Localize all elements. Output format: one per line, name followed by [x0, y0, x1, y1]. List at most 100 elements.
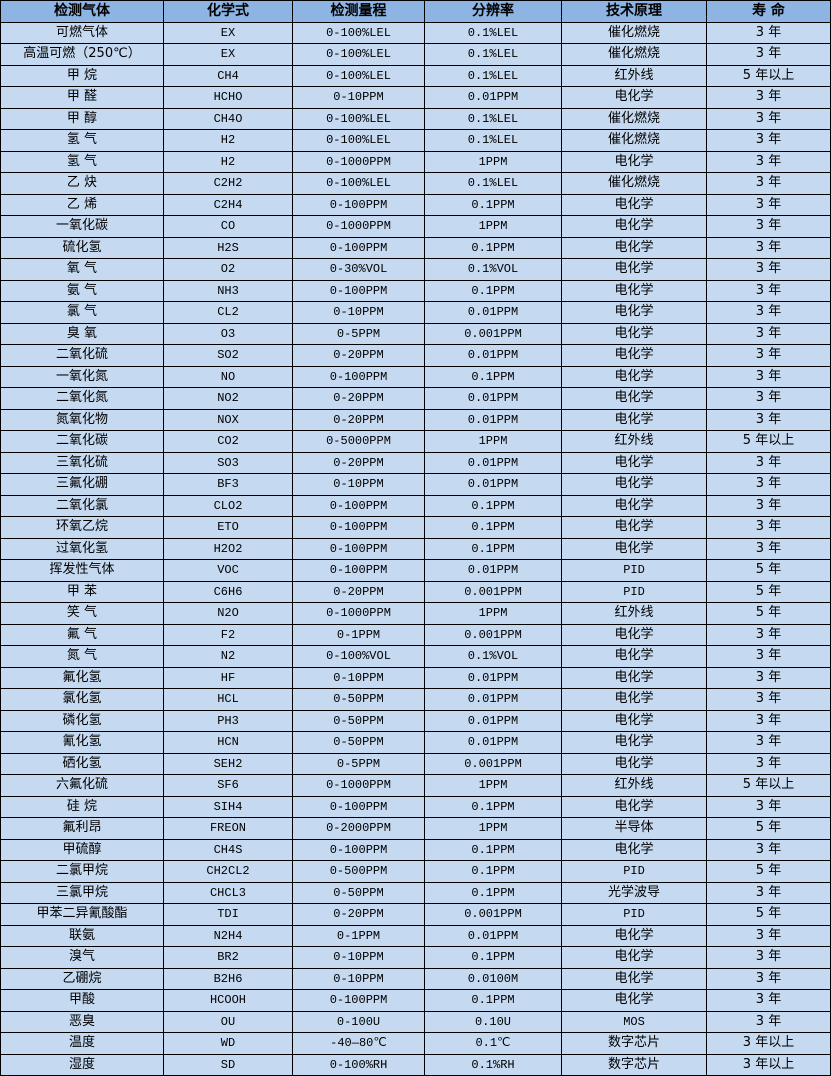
header-formula: 化学式: [163, 0, 293, 23]
lifetime-cell: 3 年以上: [706, 1032, 831, 1055]
resolution-cell: 0.01PPM: [424, 451, 562, 474]
range-cell: 0-100%LEL: [292, 107, 425, 130]
resolution-cell: 0.1PPM: [424, 795, 562, 818]
gas-cell: 高温可燃（250℃）: [0, 43, 164, 66]
resolution-cell: 0.01PPM: [424, 473, 562, 496]
gas-cell: 恶臭: [0, 1010, 164, 1033]
table-row: 甲 苯 C6H6 0-20PPM 0.001PPM PID 5 年: [0, 580, 831, 603]
gas-cell: 甲 醇: [0, 107, 164, 130]
formula-cell: CHCL3: [163, 881, 293, 904]
gas-cell: 氮 气: [0, 645, 164, 668]
formula-cell: BR2: [163, 946, 293, 969]
table-row: 氧 气 O2 0-30%VOL 0.1%VOL 电化学 3 年: [0, 258, 831, 281]
lifetime-cell: 3 年: [706, 258, 831, 281]
resolution-cell: 0.1%LEL: [424, 43, 562, 66]
gas-cell: 甲 苯: [0, 580, 164, 603]
resolution-cell: 1PPM: [424, 215, 562, 238]
formula-cell: H2: [163, 150, 293, 173]
principle-cell: 电化学: [561, 666, 707, 689]
gas-cell: 二氧化碳: [0, 430, 164, 453]
principle-cell: 电化学: [561, 494, 707, 517]
resolution-cell: 0.001PPM: [424, 752, 562, 775]
formula-cell: OU: [163, 1010, 293, 1033]
principle-cell: 电化学: [561, 236, 707, 259]
lifetime-cell: 3 年: [706, 279, 831, 302]
table-row: 氯 气 CL2 0-10PPM 0.01PPM 电化学 3 年: [0, 301, 831, 324]
table-row: 氟 气 F2 0-1PPM 0.001PPM 电化学 3 年: [0, 623, 831, 646]
gas-cell: 硒化氢: [0, 752, 164, 775]
table-row: 甲苯二异氰酸酯 TDI 0-20PPM 0.001PPM PID 5 年: [0, 903, 831, 926]
lifetime-cell: 3 年: [706, 365, 831, 388]
resolution-cell: 0.1PPM: [424, 236, 562, 259]
range-cell: 0-100%LEL: [292, 21, 425, 44]
lifetime-cell: 3 年: [706, 215, 831, 238]
principle-cell: PID: [561, 860, 707, 883]
lifetime-cell: 5 年以上: [706, 430, 831, 453]
formula-cell: O3: [163, 322, 293, 345]
table-row: 氰化氢 HCN 0-50PPM 0.01PPM 电化学 3 年: [0, 731, 831, 754]
principle-cell: 光学波导: [561, 881, 707, 904]
principle-cell: 电化学: [561, 86, 707, 109]
formula-cell: SEH2: [163, 752, 293, 775]
principle-cell: 电化学: [561, 193, 707, 216]
gas-cell: 溴气: [0, 946, 164, 969]
gas-cell: 磷化氢: [0, 709, 164, 732]
range-cell: 0-1PPM: [292, 924, 425, 947]
formula-cell: CH4O: [163, 107, 293, 130]
table-row: 氢 气 H2 0-1000PPM 1PPM 电化学 3 年: [0, 150, 831, 173]
range-cell: -40—80℃: [292, 1032, 425, 1055]
lifetime-cell: 5 年: [706, 860, 831, 883]
resolution-cell: 0.01PPM: [424, 408, 562, 431]
formula-cell: VOC: [163, 559, 293, 582]
gas-cell: 硫化氢: [0, 236, 164, 259]
formula-cell: CLO2: [163, 494, 293, 517]
range-cell: 0-1000PPM: [292, 215, 425, 238]
table-row: 挥发性气体 VOC 0-100PPM 0.01PPM PID 5 年: [0, 559, 831, 582]
formula-cell: CO2: [163, 430, 293, 453]
principle-cell: 电化学: [561, 215, 707, 238]
formula-cell: C2H4: [163, 193, 293, 216]
gas-cell: 可燃气体: [0, 21, 164, 44]
resolution-cell: 0.1PPM: [424, 946, 562, 969]
range-cell: 0-100PPM: [292, 365, 425, 388]
resolution-cell: 0.1%LEL: [424, 172, 562, 195]
gas-cell: 三氟化硼: [0, 473, 164, 496]
range-cell: 0-5PPM: [292, 322, 425, 345]
formula-cell: B2H6: [163, 967, 293, 990]
gas-cell: 臭 氧: [0, 322, 164, 345]
formula-cell: HF: [163, 666, 293, 689]
principle-cell: 电化学: [561, 752, 707, 775]
formula-cell: PH3: [163, 709, 293, 732]
resolution-cell: 0.1PPM: [424, 365, 562, 388]
resolution-cell: 0.01PPM: [424, 344, 562, 367]
resolution-cell: 0.0100M: [424, 967, 562, 990]
formula-cell: FREON: [163, 817, 293, 840]
principle-cell: 数字芯片: [561, 1032, 707, 1055]
table-row: 一氧化氮 NO 0-100PPM 0.1PPM 电化学 3 年: [0, 365, 831, 388]
lifetime-cell: 3 年: [706, 688, 831, 711]
table-row: 氮 气 N2 0-100%VOL 0.1%VOL 电化学 3 年: [0, 645, 831, 668]
resolution-cell: 0.1%VOL: [424, 645, 562, 668]
table-row: 氢 气 H2 0-100%LEL 0.1%LEL 催化燃烧 3 年: [0, 129, 831, 152]
formula-cell: HCOOH: [163, 989, 293, 1012]
formula-cell: TDI: [163, 903, 293, 926]
resolution-cell: 1PPM: [424, 150, 562, 173]
gas-cell: 乙 烯: [0, 193, 164, 216]
formula-cell: N2H4: [163, 924, 293, 947]
lifetime-cell: 3 年: [706, 666, 831, 689]
resolution-cell: 0.01PPM: [424, 709, 562, 732]
formula-cell: O2: [163, 258, 293, 281]
principle-cell: 电化学: [561, 946, 707, 969]
gas-cell: 六氟化硫: [0, 774, 164, 797]
gas-cell: 氯 气: [0, 301, 164, 324]
table-row: 恶臭 OU 0-100U 0.10U MOS 3 年: [0, 1010, 831, 1033]
range-cell: 0-1PPM: [292, 623, 425, 646]
lifetime-cell: 3 年: [706, 301, 831, 324]
lifetime-cell: 3 年以上: [706, 1053, 831, 1076]
gas-cell: 环氧乙烷: [0, 516, 164, 539]
principle-cell: 半导体: [561, 817, 707, 840]
table-row: 甲酸 HCOOH 0-100PPM 0.1PPM 电化学 3 年: [0, 989, 831, 1012]
range-cell: 0-100U: [292, 1010, 425, 1033]
formula-cell: SO3: [163, 451, 293, 474]
range-cell: 0-50PPM: [292, 731, 425, 754]
